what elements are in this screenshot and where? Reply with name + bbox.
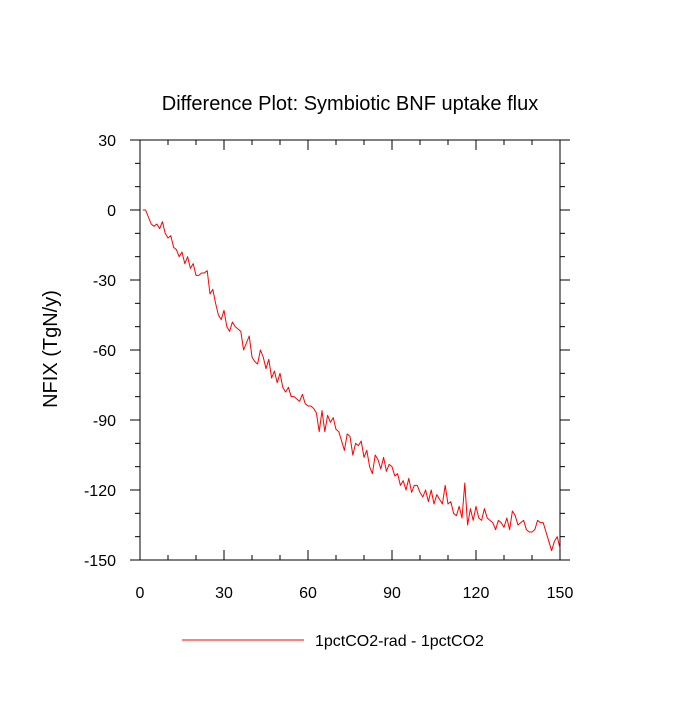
y-tick-label: -30 (93, 273, 116, 290)
y-tick-label: -150 (84, 553, 116, 570)
x-tick-label: 90 (383, 585, 401, 602)
y-axis-label: NFIX (TgN/y) (40, 290, 62, 408)
chart-title: Difference Plot: Symbiotic BNF uptake fl… (162, 93, 538, 115)
legend-label: 1pctCO2-rad - 1pctCO2 (315, 633, 484, 650)
plot-frame (139, 139, 561, 561)
x-tick-label: 150 (547, 585, 574, 602)
y-tick-label: 30 (98, 133, 116, 150)
x-tick-label: 0 (136, 585, 145, 602)
y-tick-label: 0 (107, 203, 116, 220)
y-tick-label: -120 (84, 483, 116, 500)
x-tick-label: 60 (299, 585, 317, 602)
y-tick-label: -90 (93, 413, 116, 430)
y-tick-label: -60 (93, 343, 116, 360)
series-line (142, 209, 561, 552)
legend: 1pctCO2-rad - 1pctCO2 (182, 633, 484, 650)
x-tick-label: 30 (215, 585, 233, 602)
x-tick-label: 120 (463, 585, 490, 602)
plot-area: 0 30 60 90 120 150 30 0 -30 -60 -90 -120 -150 (84, 133, 573, 602)
